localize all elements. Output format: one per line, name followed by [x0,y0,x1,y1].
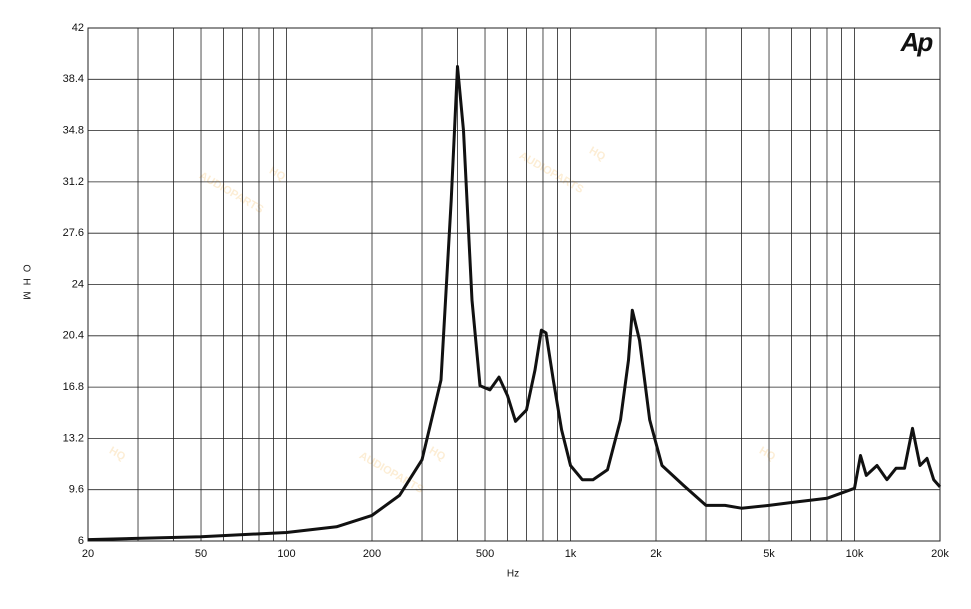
x-tick-label: 1k [565,548,577,560]
x-axis-label: Hz [507,569,519,580]
x-tick-label: 2k [650,548,662,560]
x-tick-label: 20 [82,548,94,560]
watermark: AUDIOPARTS [517,150,585,196]
y-axis-label: OHM [20,264,31,305]
y-tick-label: 31.2 [63,176,84,188]
y-tick-label: 27.6 [63,227,84,239]
x-tick-label: 20k [931,548,949,560]
y-tick-label: 16.8 [63,381,84,393]
watermark: HQ [267,165,288,184]
watermark: AUDIOPARTS [197,170,265,216]
x-tick-label: 5k [763,548,775,560]
y-tick-label: 9.6 [69,484,84,496]
y-tick-label: 24 [72,278,84,290]
impedance-line [87,65,942,542]
watermark: HQ [427,445,448,464]
y-tick-label: 20.4 [63,330,84,342]
y-tick-label: 6 [78,535,84,547]
y-tick-label: 42 [72,22,84,34]
logo: Ap [900,27,934,57]
x-tick-label: 50 [195,548,207,560]
x-tick-label: 10k [846,548,864,560]
watermark: HQ [757,445,778,464]
x-tick-label: 500 [476,548,494,560]
x-tick-label: 100 [277,548,295,560]
watermark: HQ [587,145,608,164]
y-tick-label: 13.2 [63,432,84,444]
x-tick-label: 200 [363,548,381,560]
watermark: HQ [107,445,128,464]
y-tick-label: 34.8 [63,125,84,137]
y-tick-label: 38.4 [63,73,84,85]
